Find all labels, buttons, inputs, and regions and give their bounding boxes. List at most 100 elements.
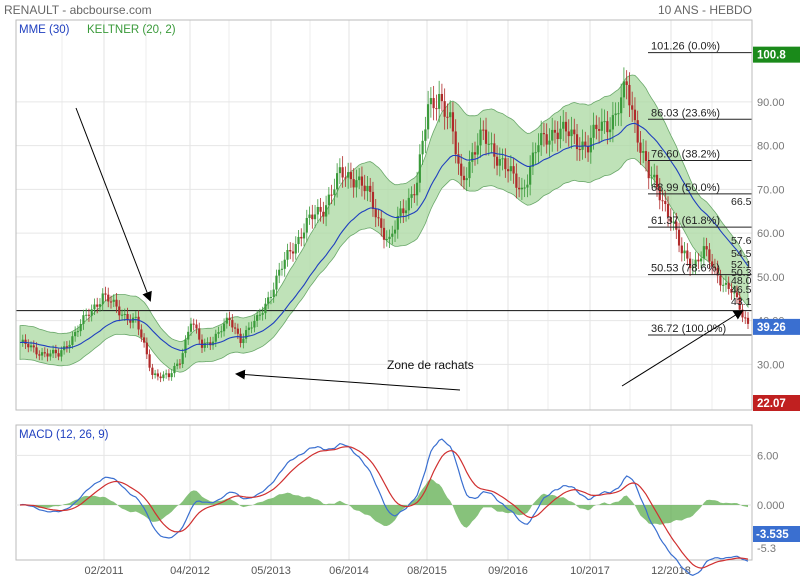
candle-body [57,353,60,357]
candle-body [600,121,603,131]
candle-body [120,314,124,316]
candle-body [700,258,703,262]
fibonacci-label: 101.26 (0.0%) [651,41,720,53]
macd-panel-frame [15,424,753,561]
candle-body [167,373,171,378]
candle-body [595,124,598,130]
y-tick-label: 80.00 [757,141,785,153]
candle-body [727,282,730,289]
right-value-label: 52.1 [731,259,752,271]
candle-body [220,331,223,333]
candle-body [278,269,281,276]
candle-body [231,320,234,328]
candle-body [404,210,408,214]
candle-body [603,121,606,123]
candle-body [347,172,350,178]
candle-body [697,259,700,262]
candle-body [176,363,179,367]
price-tag-bottom: 22.07 [757,398,786,410]
candle-body [242,338,245,344]
candle-body [523,187,526,189]
candle-body [225,317,228,324]
candle-body [575,134,579,150]
candle-body [653,174,656,178]
candle-body [134,316,137,318]
candle-body [724,282,728,285]
candle-body [617,113,620,115]
candle-body [708,249,711,262]
candle-body [96,304,99,307]
candle-body [253,320,256,328]
x-tick-label: 08/2015 [407,565,447,577]
candle-body [584,141,587,146]
candle-body [606,121,609,133]
candle-body [548,140,551,145]
candle-body [413,194,416,196]
candle-body [360,176,364,186]
candle-body [264,303,267,314]
candle-body [733,292,736,294]
y-tick-label: 60.00 [757,228,785,240]
candle-body [498,159,501,166]
candle-body [440,93,444,102]
arrow-up-right [621,309,744,387]
candle-body [126,314,129,321]
candle-body [661,200,664,202]
candle-body [473,152,477,155]
fibonacci-label: 61.37 (61.8%) [651,215,720,227]
candle-body [542,133,546,135]
candle-body [515,173,518,188]
candle-body [74,331,77,337]
candle-body [140,329,143,338]
candle-body [217,332,220,334]
macd-signal-line [19,446,749,569]
candle-body [482,129,485,131]
candle-body [680,245,683,254]
candle-body [402,208,405,214]
candle-body [738,297,741,310]
legend-keltner: KELTNER (20, 2) [87,24,176,36]
candle-body [137,316,140,330]
candle-body [51,349,55,354]
candle-body [21,339,24,343]
candle-body [711,261,714,267]
candle-body [275,275,278,290]
x-tick-label: 06/2014 [329,565,369,577]
candle-body [730,288,733,293]
candle-body [567,131,570,137]
candle-body [192,323,195,325]
candle-body [85,314,88,316]
x-tick-label: 04/2012 [170,565,210,577]
candle-body [655,174,659,188]
candle-body [484,129,488,144]
candle-body [380,218,383,228]
candle-body [371,191,375,209]
candle-body [101,293,104,305]
candle-body [735,292,739,298]
candle-body [636,120,639,143]
candle-body [300,236,303,239]
candle-body [363,185,366,192]
fibonacci-label: 86.03 (23.6%) [651,107,720,119]
candle-body [625,81,628,85]
macd-value-tag-bg [753,526,800,542]
candle-body [520,187,523,190]
candle-body [385,239,388,241]
y-tick-label: 90.00 [757,97,785,109]
candle-body [336,173,339,190]
candle-body [686,250,689,259]
candle-body [43,352,46,354]
candle-body [358,176,361,181]
candle-body [578,149,581,151]
candle-body [256,315,259,321]
candle-body [705,246,708,250]
x-tick-label: 10/2017 [570,565,610,577]
candle-body [32,345,35,348]
candle-body [609,129,612,133]
candle-body [506,169,510,172]
candle-body [586,145,590,153]
zone-de-rachats-annotation: Zone de rachats [387,358,474,372]
right-value-label: 57.6 [731,235,752,247]
candle-body [722,284,725,286]
candle-body [672,221,675,223]
